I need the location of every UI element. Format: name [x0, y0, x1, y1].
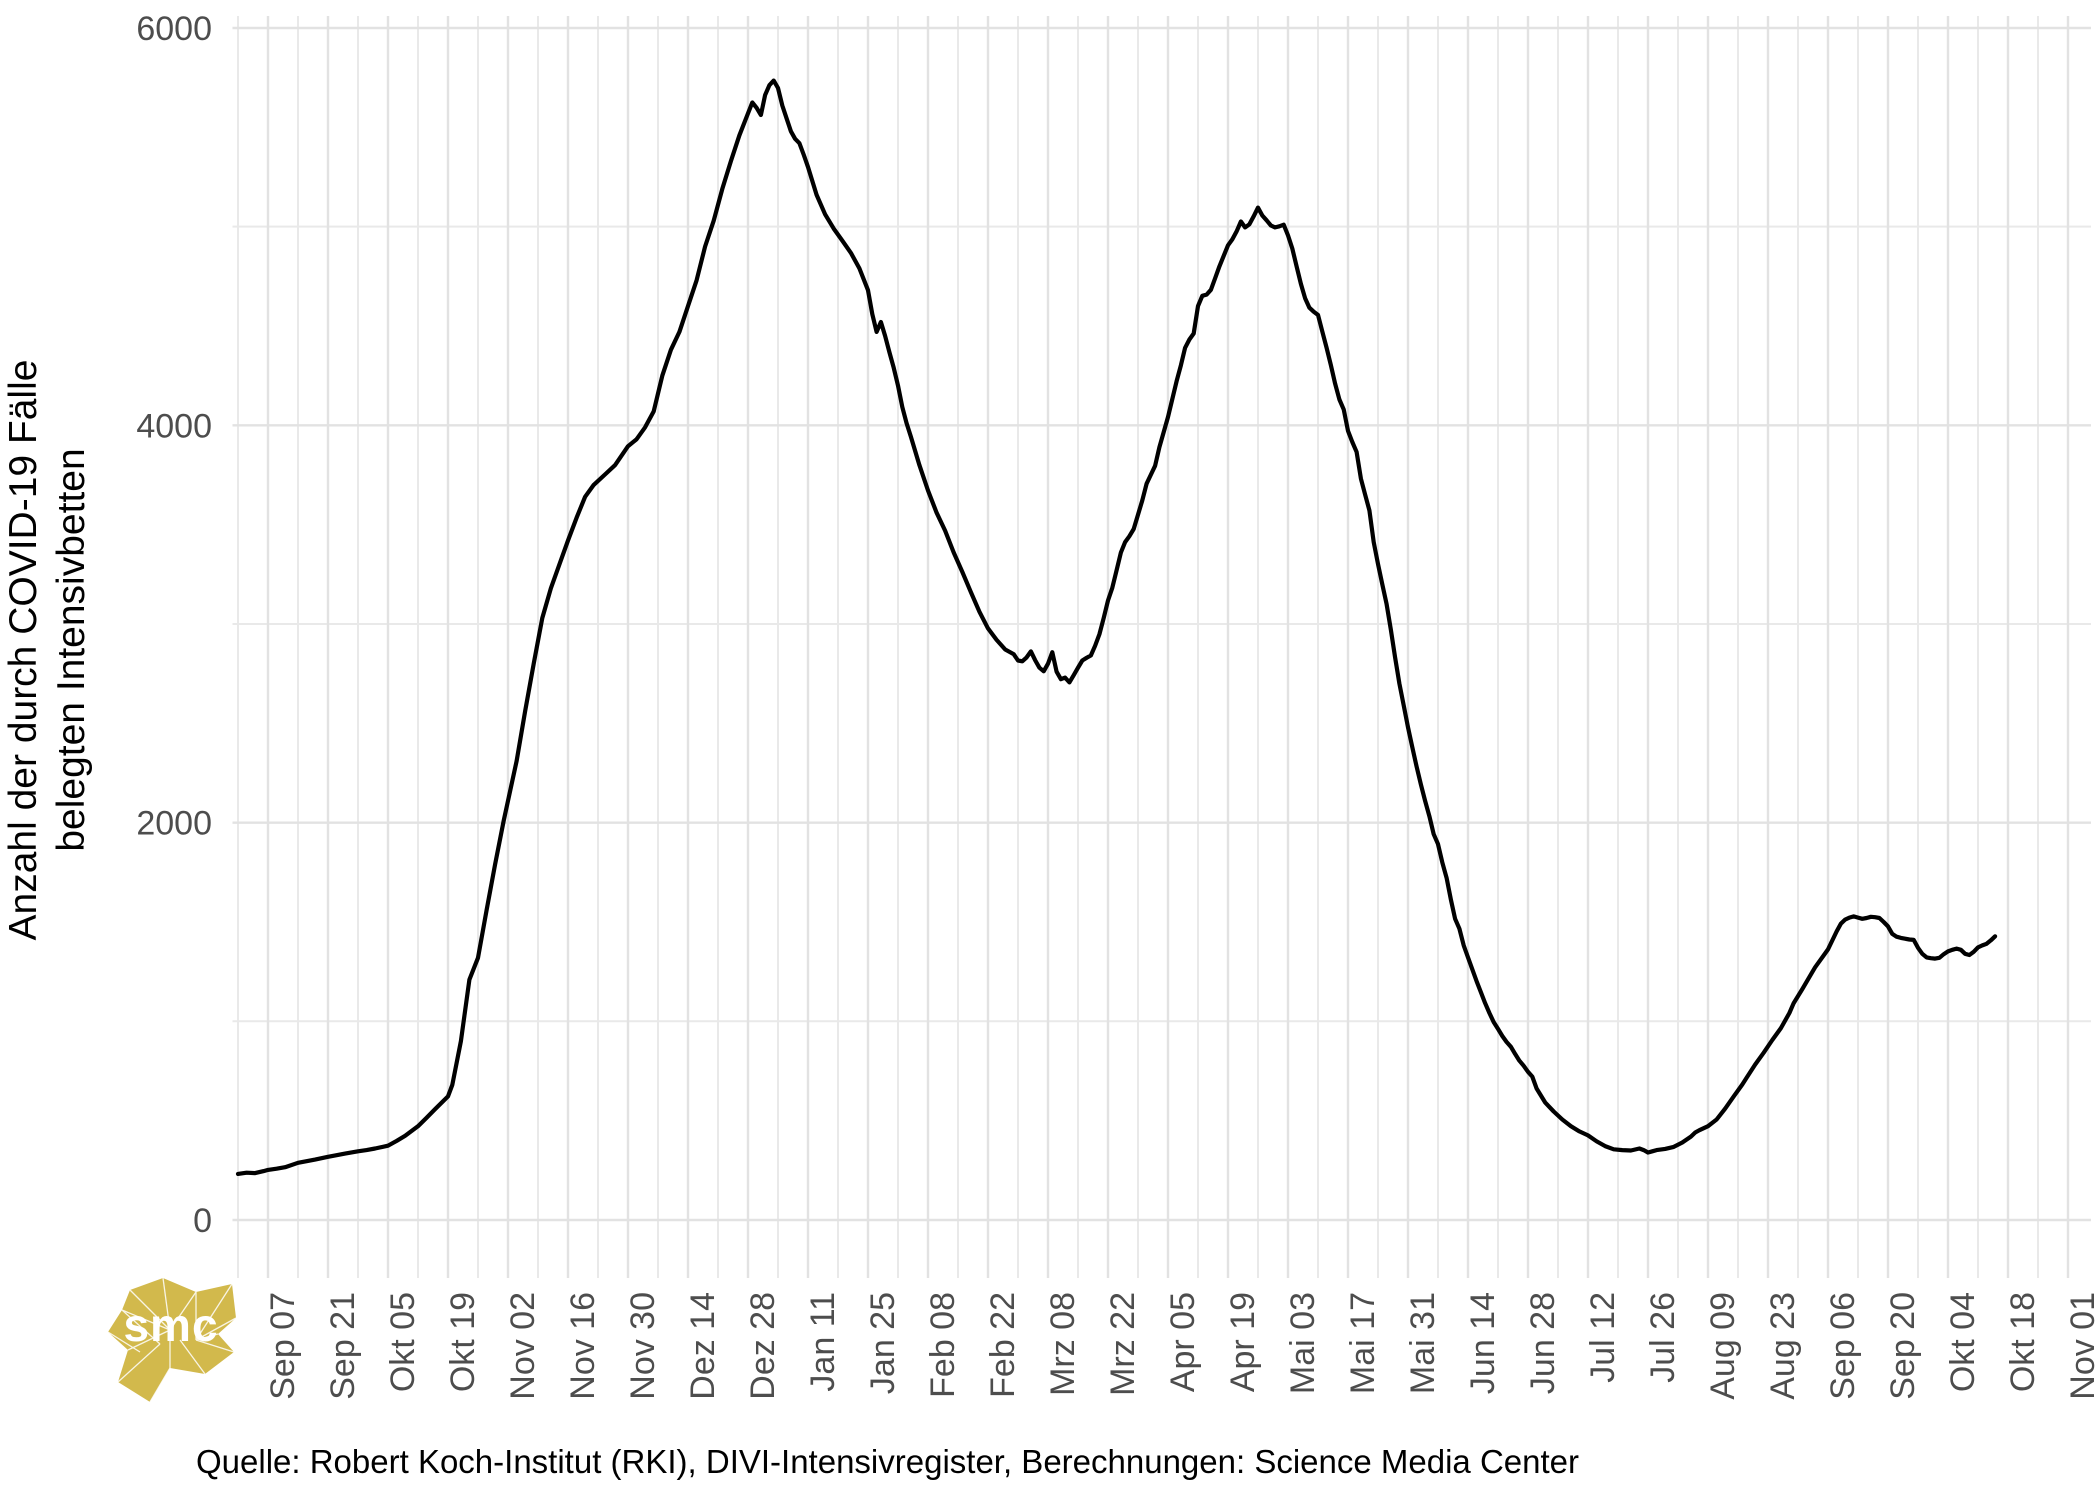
x-tick-label: Jan 25 [864, 1292, 902, 1394]
x-tick-label: Okt 04 [1944, 1292, 1982, 1392]
y-tick-label: 0 [193, 1202, 212, 1240]
y-tick-label: 4000 [136, 407, 212, 445]
x-tick-label: Sep 21 [324, 1292, 362, 1400]
x-tick-label: Dez 28 [744, 1292, 782, 1400]
x-tick-label: Okt 19 [444, 1292, 482, 1392]
x-tick-label: Okt 18 [2004, 1292, 2042, 1392]
x-tick-label: Nov 16 [564, 1292, 602, 1400]
x-tick-label: Mai 31 [1404, 1292, 1442, 1394]
x-tick-label: Aug 23 [1764, 1292, 1802, 1400]
x-tick-label: Apr 05 [1164, 1292, 1202, 1392]
y-axis-tick-labels: 0 2000 4000 6000 [136, 10, 212, 1240]
x-tick-label: Feb 22 [984, 1292, 1022, 1398]
smc-logo-text: smc [123, 1299, 218, 1351]
x-tick-label: Jun 14 [1464, 1292, 1502, 1394]
gridlines-major [232, 16, 2091, 1278]
x-axis-tick-labels: Sep 07 Sep 21 Okt 05 Okt 19 Nov 02 Nov 16 Nov … [264, 1292, 2100, 1400]
y-axis-title-line2: belegten Intensivbetten [50, 448, 93, 851]
x-tick-label: Nov 02 [504, 1292, 542, 1400]
x-tick-label: Sep 06 [1824, 1292, 1862, 1400]
x-tick-label: Mrz 22 [1104, 1292, 1142, 1396]
x-tick-label: Okt 05 [384, 1292, 422, 1392]
x-tick-label: Jun 28 [1524, 1292, 1562, 1394]
x-tick-label: Nov 01 [2064, 1292, 2100, 1400]
x-tick-label: Mai 03 [1284, 1292, 1322, 1394]
x-tick-label: Jan 11 [804, 1292, 842, 1392]
smc-logo-wireframe [107, 1277, 237, 1403]
x-tick-label: Apr 19 [1224, 1292, 1262, 1392]
x-tick-label: Nov 30 [624, 1292, 662, 1400]
x-tick-label: Sep 20 [1884, 1292, 1922, 1400]
y-tick-label: 2000 [136, 805, 212, 843]
x-tick-label: Feb 08 [924, 1292, 962, 1398]
x-tick-label: Jul 12 [1584, 1292, 1622, 1383]
x-tick-label: Aug 09 [1704, 1292, 1742, 1400]
smc-logo: smc [107, 1277, 237, 1403]
y-axis-title-line1: Anzahl der durch COVID-19 Fälle [2, 360, 45, 941]
x-tick-label: Mrz 08 [1044, 1292, 1082, 1396]
y-tick-label: 6000 [136, 10, 212, 48]
data-line-covid-icu [235, 78, 1998, 1176]
source-caption: Quelle: Robert Koch-Institut (RKI), DIVI… [196, 1443, 1579, 1480]
x-tick-label: Dez 14 [684, 1292, 722, 1400]
smc-logo-shape [108, 1278, 236, 1402]
x-tick-label: Sep 07 [264, 1292, 302, 1400]
x-tick-label: Jul 26 [1644, 1292, 1682, 1383]
gridlines-minor [232, 16, 2091, 1278]
x-tick-label: Mai 17 [1344, 1292, 1382, 1394]
